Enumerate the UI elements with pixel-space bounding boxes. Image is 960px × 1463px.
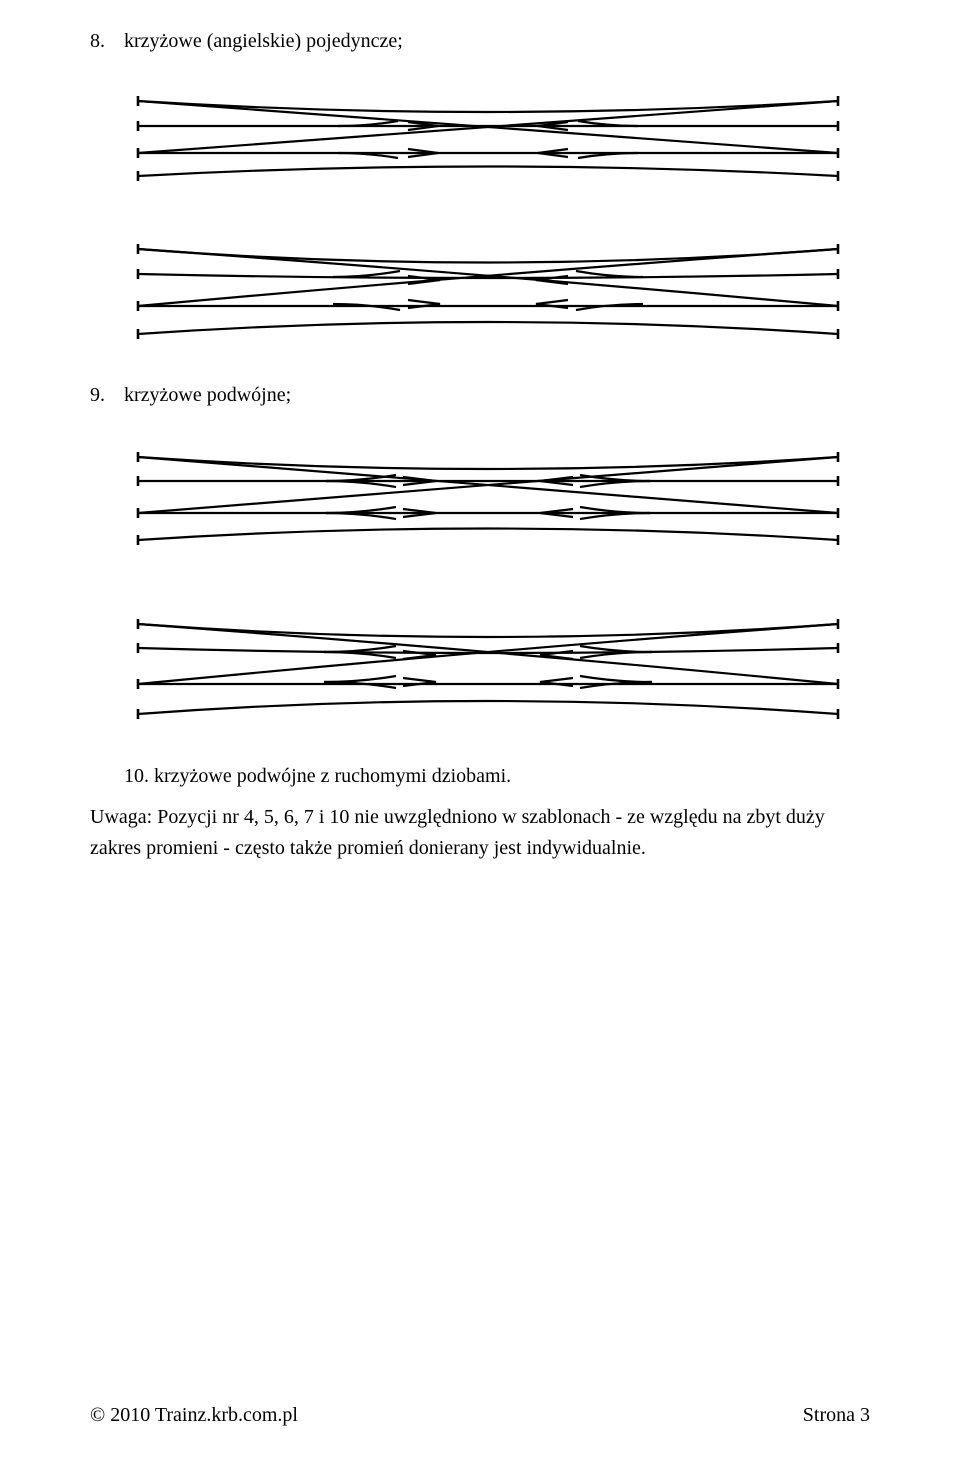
footer-page-number: Strona 3 — [803, 1404, 870, 1427]
note-paragraph: Uwaga: Pozycji nr 4, 5, 6, 7 i 10 nie uw… — [90, 802, 870, 864]
diagram-8b — [108, 214, 868, 374]
diagram-8a — [108, 71, 868, 206]
list-item-10: 10. krzyżowe podwójne z ruchomymi dzioba… — [124, 765, 870, 788]
page-footer: © 2010 Trainz.krb.com.pl Strona 3 — [90, 1404, 870, 1427]
page: 8. krzyżowe (angielskie) pojedyncze; — [0, 0, 960, 1463]
list-number: 10. — [124, 765, 149, 787]
list-item-9: 9. krzyżowe podwójne; — [90, 384, 870, 407]
list-number: 9. — [90, 384, 124, 407]
list-label: krzyżowe podwójne; — [124, 384, 870, 407]
list-label: krzyżowe podwójne z ruchomymi dziobami. — [154, 765, 511, 787]
list-label: krzyżowe (angielskie) pojedyncze; — [124, 30, 870, 53]
list-item-8: 8. krzyżowe (angielskie) pojedyncze; — [90, 30, 870, 53]
list-number: 8. — [90, 30, 124, 53]
diagram-9b — [108, 588, 868, 753]
footer-copyright: © 2010 Trainz.krb.com.pl — [90, 1404, 298, 1427]
diagram-9a — [108, 425, 868, 580]
